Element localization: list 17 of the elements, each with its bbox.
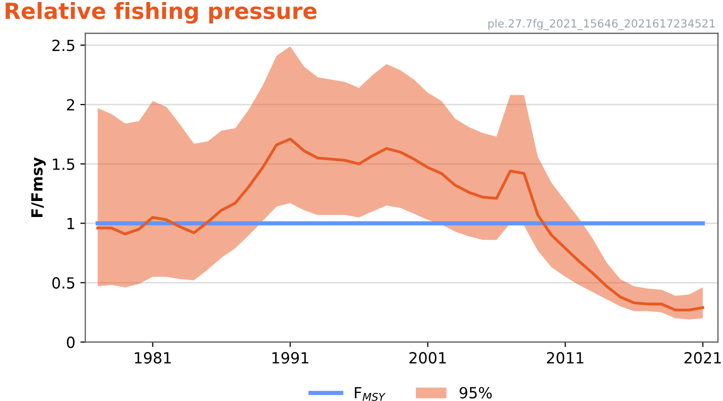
y-tick-label: 0.5 bbox=[52, 277, 74, 289]
legend-label: F$_{MSY}$ bbox=[354, 387, 386, 401]
y-tick-label: 1.5 bbox=[52, 158, 74, 170]
x-tick-label: 2001 bbox=[409, 352, 446, 364]
x-tick-label: 2011 bbox=[546, 352, 584, 364]
chart-title: Relative fishing pressure bbox=[6, 2, 317, 24]
line-series bbox=[96, 138, 704, 312]
y-tick-label: 1 bbox=[68, 218, 74, 230]
x-tick-label: 1981 bbox=[134, 352, 171, 364]
legend-label: 95% bbox=[460, 386, 492, 399]
y-tick-label: 2 bbox=[66, 99, 74, 110]
x-tick-label: 1991 bbox=[272, 352, 308, 364]
x-tick-label: 2021 bbox=[684, 352, 721, 364]
y-tick-label: 0 bbox=[66, 336, 75, 348]
y-axis-title: F/Fmsy bbox=[31, 157, 46, 217]
y-tick-label: 2.5 bbox=[52, 40, 74, 52]
text: ple.27.7fg_2021_15646_2021617234521 bbox=[488, 19, 715, 30]
